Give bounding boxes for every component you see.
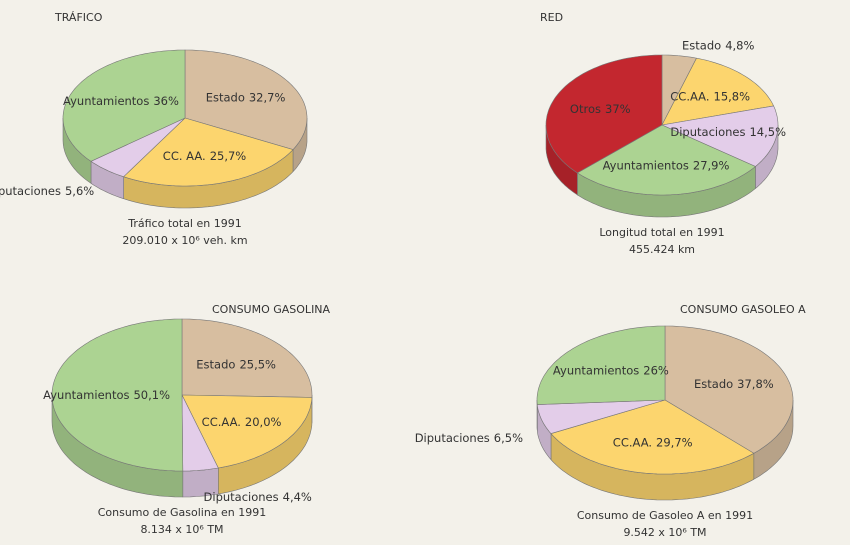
caption: Consumo de Gasolina en 1991	[98, 506, 267, 519]
slice-value-label: 32,7%	[249, 90, 286, 104]
slice	[181, 318, 313, 398]
slice-value-label: 26%	[643, 363, 669, 377]
slice-label: Estado 37,8%	[694, 376, 774, 390]
slice-label: Ayuntamientos 50,1%	[43, 388, 170, 402]
slice-value-label: 50,1%	[133, 388, 170, 402]
slice	[181, 394, 219, 472]
caption: 455.424 km	[629, 243, 695, 256]
slice	[184, 49, 308, 150]
slice-category: Estado	[196, 357, 235, 371]
slice-category: CC. AA.	[163, 148, 206, 162]
slice-value-label: 20,0%	[245, 415, 282, 429]
slice	[661, 54, 697, 126]
chart-title: TRÁFICO	[54, 11, 103, 24]
slice-category: CC.AA.	[202, 415, 241, 429]
slice-category: Ayuntamientos	[553, 363, 639, 377]
slice-category: Diputaciones	[204, 490, 279, 504]
slice-value-label: 37,8%	[737, 376, 774, 390]
slice-label: Ayuntamientos 36%	[63, 94, 179, 108]
slice	[536, 399, 666, 434]
slice-category: Otros	[570, 101, 601, 115]
slice-label: Diputaciones 4,4%	[204, 490, 312, 504]
chart-title: RED	[540, 11, 563, 24]
slice	[661, 57, 775, 126]
slice-value-label: 25,7%	[210, 148, 247, 162]
slice	[550, 399, 755, 475]
caption: Tráfico total en 1991	[127, 217, 241, 230]
slice-category: Estado	[682, 38, 721, 52]
slice-value-label: 15,8%	[714, 89, 751, 103]
slice-label: Diputaciones 14,5%	[670, 125, 786, 139]
slice-label: Ayuntamientos 26%	[553, 363, 669, 377]
slice	[664, 325, 794, 454]
slice-category: Diputaciones	[0, 183, 61, 197]
caption: 209.010 x 10⁶ veh. km	[122, 234, 247, 247]
slice-category: Diputaciones	[415, 431, 490, 445]
slice-label: Diputaciones 5,6%	[0, 183, 94, 197]
slice-category: Ayuntamientos	[43, 388, 129, 402]
slice-value-label: 25,5%	[239, 357, 276, 371]
caption: 9.542 x 10⁶ TM	[623, 526, 706, 539]
slice-value-label: 5,6%	[65, 183, 94, 197]
slice-value-label: 4,4%	[283, 490, 312, 504]
slice	[62, 49, 186, 162]
slice-label: CC.AA. 15,8%	[670, 89, 750, 103]
slice-label: Estado 4,8%	[682, 38, 754, 52]
slice-label: Otros 37%	[570, 101, 631, 115]
slice	[123, 117, 294, 187]
slice-value-label: 37%	[605, 101, 631, 115]
chart-title: CONSUMO GASOLINA	[212, 303, 331, 316]
slice-category: Ayuntamientos	[603, 158, 689, 172]
slice	[90, 117, 186, 178]
slice-value-label: 36%	[153, 94, 179, 108]
slice-label: CC. AA. 25,7%	[163, 148, 246, 162]
slice-category: Estado	[206, 90, 245, 104]
chart-title: CONSUMO GASOLEO A	[680, 303, 806, 316]
slice	[660, 105, 779, 167]
slice-category: Estado	[694, 376, 733, 390]
slice-value-label: 6,5%	[494, 431, 523, 445]
slice	[181, 394, 313, 469]
caption: Longitud total en 1991	[599, 226, 724, 239]
slice	[536, 325, 666, 405]
slice-label: Diputaciones 6,5%	[415, 431, 523, 445]
caption: Consumo de Gasoleo A en 1991	[577, 509, 753, 522]
slice-value-label: 14,5%	[749, 125, 786, 139]
slice-category: CC.AA.	[670, 89, 709, 103]
slice-value-label: 29,7%	[656, 435, 693, 449]
slice-label: CC.AA. 29,7%	[613, 435, 693, 449]
slice-value-label: 4,8%	[725, 38, 754, 52]
slice-category: Ayuntamientos	[63, 94, 149, 108]
slice	[576, 124, 756, 196]
slice	[51, 318, 184, 472]
caption: 8.134 x 10⁶ TM	[140, 523, 223, 536]
slice-category: CC.AA.	[613, 435, 652, 449]
slice-label: CC.AA. 20,0%	[202, 415, 282, 429]
slice-label: Ayuntamientos 27,9%	[603, 158, 730, 172]
slice-label: Estado 25,5%	[196, 357, 276, 371]
slice-label: Estado 32,7%	[206, 90, 286, 104]
slice-value-label: 27,9%	[693, 158, 730, 172]
slice-category: Diputaciones	[670, 125, 745, 139]
slice	[545, 54, 663, 174]
